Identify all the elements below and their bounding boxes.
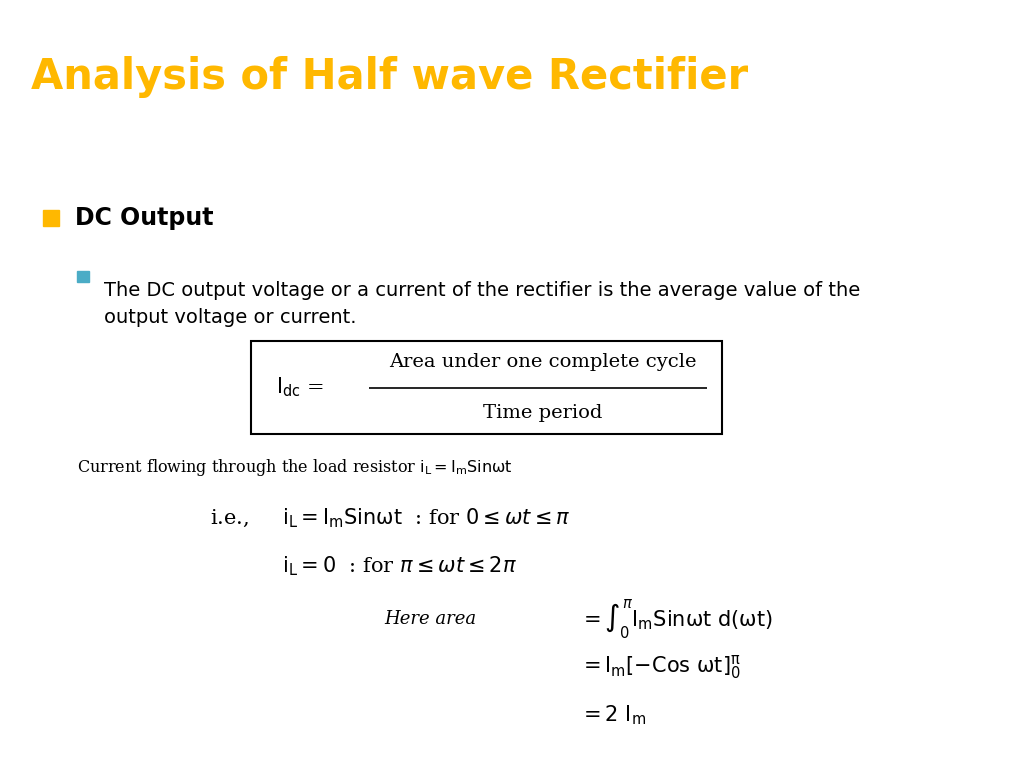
Text: The DC output voltage or a current of the rectifier is the average value of the
: The DC output voltage or a current of th… [104, 281, 861, 327]
Text: $\mathrm{i_L = 0}$  : for $\pi \leq \omega t \leq 2\pi$: $\mathrm{i_L = 0}$ : for $\pi \leq \omeg… [282, 554, 517, 578]
FancyBboxPatch shape [77, 270, 89, 282]
Text: Current flowing through the load resistor $\mathrm{i_L = I_m Sin\omega t}$: Current flowing through the load resisto… [77, 457, 513, 478]
Text: Area under one complete cycle: Area under one complete cycle [389, 353, 696, 372]
Text: $= \int_0^{\pi} \mathrm{I_m Sin\omega t\ d(\omega t)}$: $= \int_0^{\pi} \mathrm{I_m Sin\omega t\… [579, 597, 772, 641]
Text: Analysis of Half wave Rectifier: Analysis of Half wave Rectifier [31, 56, 748, 98]
Text: $\mathrm{I_{dc}}$ =: $\mathrm{I_{dc}}$ = [276, 376, 325, 399]
Text: DC Output: DC Output [75, 206, 213, 230]
FancyBboxPatch shape [251, 341, 722, 434]
Text: $= 2\ \mathrm{I_m}$: $= 2\ \mathrm{I_m}$ [579, 703, 645, 727]
Text: Here area: Here area [384, 610, 476, 628]
Text: i.e.,     $\mathrm{i_L = I_m Sin\omega t}$  : for $0 \leq \omega t \leq \pi$: i.e., $\mathrm{i_L = I_m Sin\omega t}$ :… [210, 507, 570, 530]
Text: Time period: Time period [483, 404, 602, 422]
Text: $= \mathrm{I_m[-Cos\ \omega t]_0^{\pi}}$: $= \mathrm{I_m[-Cos\ \omega t]_0^{\pi}}$ [579, 653, 740, 681]
FancyBboxPatch shape [43, 210, 59, 226]
